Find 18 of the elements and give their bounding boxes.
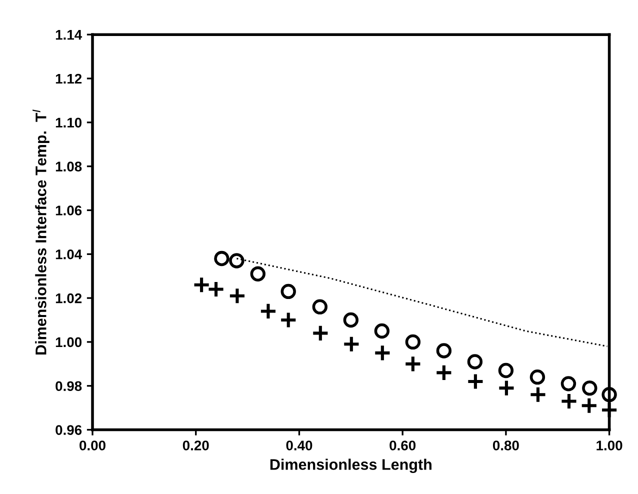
x-tick-label: 0.00 <box>80 440 106 450</box>
x-tick-label: 0.60 <box>390 440 416 450</box>
y-tick-label: 1.14 <box>56 30 82 40</box>
x-tick-label: 0.80 <box>492 440 519 450</box>
y-tick-label: 1.04 <box>56 249 82 260</box>
x-tick-label: 1.00 <box>596 440 622 450</box>
y-tick-label: 0.98 <box>56 381 82 392</box>
y-tick-label: 1.02 <box>56 293 82 304</box>
x-axis-title: Dimensionless Length <box>270 458 432 474</box>
y-tick-label: 1.08 <box>56 162 82 172</box>
y-tick-label: 1.10 <box>56 118 82 128</box>
y-tick-label: 1.06 <box>56 206 82 216</box>
x-tick-label: 0.20 <box>182 440 209 450</box>
y-tick-label: 0.96 <box>56 425 82 435</box>
x-tick-label: 0.40 <box>286 440 312 450</box>
y-tick-label: 1.12 <box>56 74 82 84</box>
y-tick-label: 1.00 <box>56 337 82 348</box>
y-axis-title: Dimensionless Interface Temp. T$^{I}$ <box>32 110 50 354</box>
